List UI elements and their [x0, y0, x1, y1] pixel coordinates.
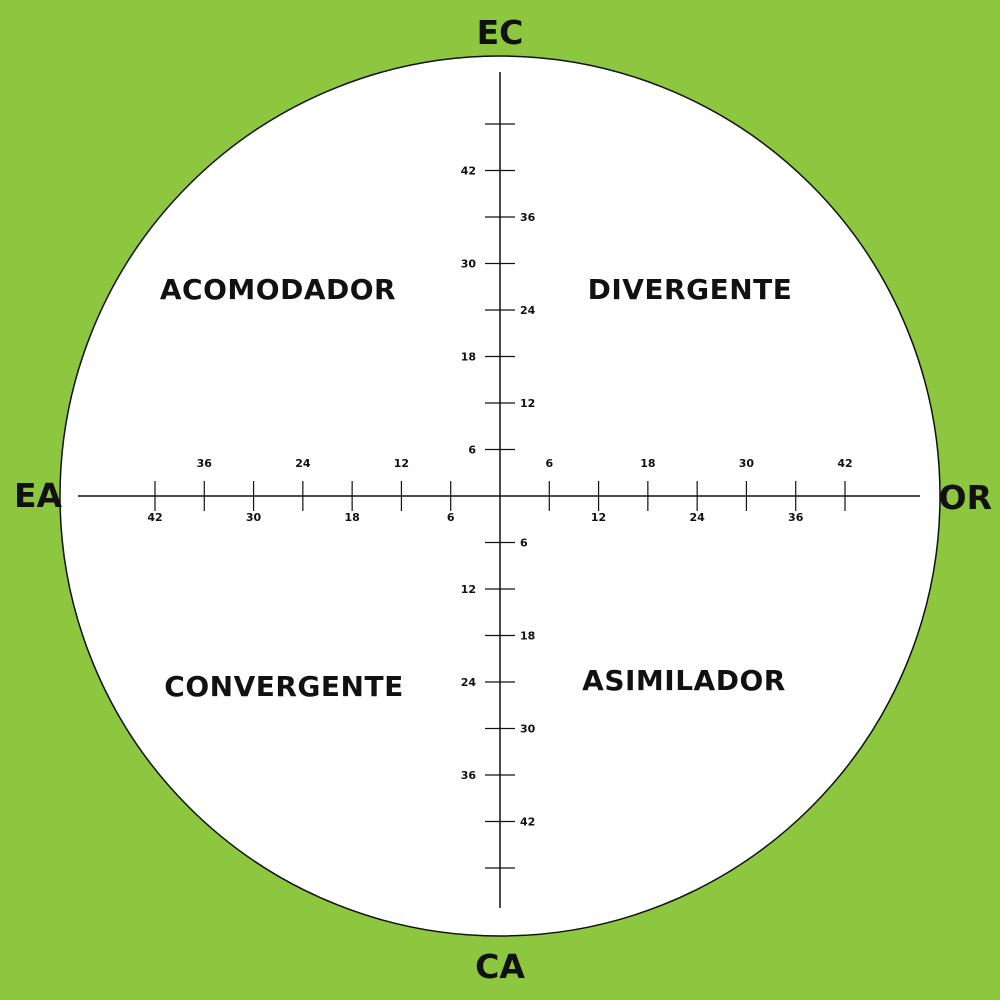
pole-label-left: EA — [14, 476, 63, 515]
quadrant-label-bottom-left: CONVERGENTE — [164, 670, 403, 703]
axis-ticks: 6 12 18 24 30 36 42 6 12 18 24 30 36 42 6 12 18 24 30 36 42 6… — [147, 123, 853, 869]
tick-label-down-12: 12 — [461, 583, 476, 596]
tick-label-left-18: 18 — [344, 511, 359, 524]
quadrant-label-top-right: DIVERGENTE — [588, 273, 793, 306]
tick-label-left-30: 30 — [246, 511, 262, 524]
tick-label-left-42: 42 — [147, 511, 162, 524]
tick-label-down-36: 36 — [461, 769, 477, 782]
tick-label-right-24: 24 — [689, 511, 705, 524]
tick-label-left-24: 24 — [295, 457, 311, 470]
tick-label-right-36: 36 — [788, 511, 804, 524]
quadrant-label-top-left: ACOMODADOR — [160, 273, 396, 306]
tick-label-up-24: 24 — [520, 304, 536, 317]
pole-label-right: OR — [939, 478, 992, 517]
tick-label-down-30: 30 — [520, 723, 536, 736]
tick-label-up-30: 30 — [461, 258, 477, 271]
tick-label-up-36: 36 — [520, 211, 536, 224]
tick-label-left-36: 36 — [197, 457, 213, 470]
tick-label-down-6: 6 — [520, 537, 528, 550]
tick-label-right-18: 18 — [640, 457, 655, 470]
tick-label-right-6: 6 — [545, 457, 553, 470]
tick-label-down-18: 18 — [520, 630, 535, 643]
tick-label-left-12: 12 — [394, 457, 409, 470]
quadrant-label-bottom-right: ASIMILADOR — [582, 664, 786, 697]
tick-label-right-42: 42 — [837, 457, 852, 470]
tick-label-down-24: 24 — [461, 676, 477, 689]
tick-label-up-6: 6 — [468, 444, 476, 457]
pole-label-bottom: CA — [475, 947, 525, 986]
tick-label-right-12: 12 — [591, 511, 606, 524]
tick-label-down-42: 42 — [520, 816, 535, 829]
tick-label-right-30: 30 — [739, 457, 755, 470]
tick-label-left-6: 6 — [447, 511, 455, 524]
tick-label-up-18: 18 — [461, 351, 476, 364]
tick-label-up-12: 12 — [520, 397, 535, 410]
tick-label-up-42: 42 — [461, 165, 476, 178]
pole-label-top: EC — [477, 13, 524, 52]
